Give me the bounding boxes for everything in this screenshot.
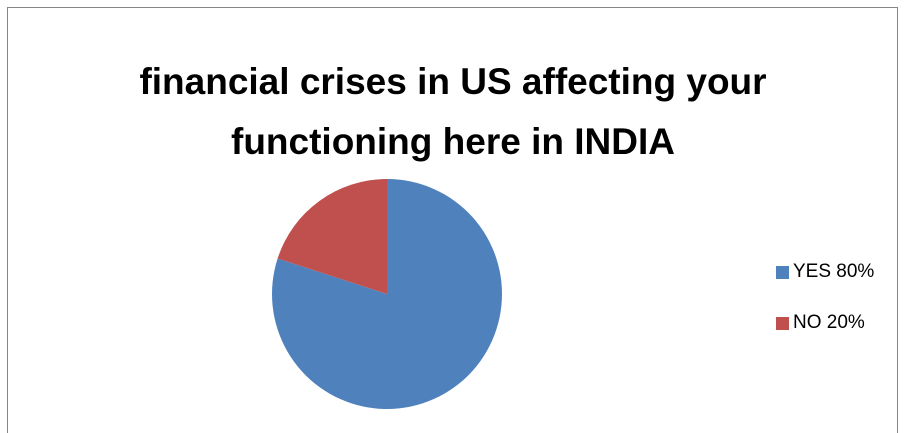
legend-label-no: NO 20%	[793, 312, 865, 333]
chart-title: financial crises in US affecting your fu…	[0, 52, 906, 172]
pie-slices	[272, 179, 502, 409]
legend-swatch-yes	[776, 265, 789, 279]
pie-slice-no	[277, 179, 387, 294]
chart-title-line-2: functioning here in INDIA	[231, 121, 675, 162]
legend: YES 80% NO 20%	[776, 258, 874, 360]
legend-label-yes: YES 80%	[793, 261, 875, 282]
legend-item-no: NO 20%	[776, 309, 874, 337]
legend-swatch-no	[776, 316, 789, 330]
legend-item-yes: YES 80%	[776, 258, 874, 286]
chart-title-line-1: financial crises in US affecting your	[139, 61, 767, 102]
